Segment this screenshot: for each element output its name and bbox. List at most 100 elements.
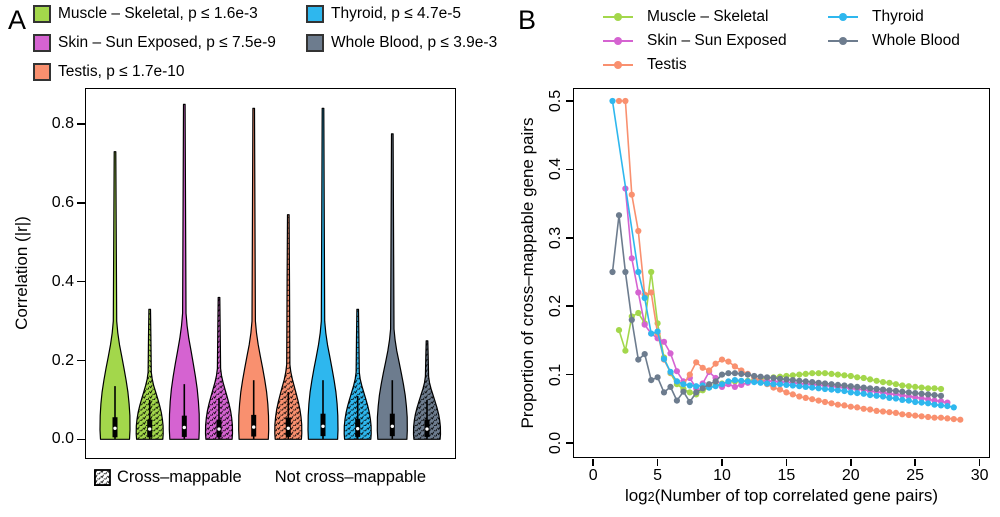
data-point [847,372,854,380]
data-point [648,330,655,337]
data-point [712,378,719,385]
data-point [706,381,713,388]
data-point [879,393,887,400]
y-tick [565,100,573,102]
tissue-legend-swatch [306,5,324,23]
data-point [809,379,816,386]
data-point [886,394,893,401]
data-point [770,374,777,382]
data-point [660,355,668,362]
data-point [944,403,951,410]
data-point [854,404,861,411]
data-point [796,383,803,390]
y-tick [77,438,85,441]
data-point [667,368,674,375]
data-point [744,371,751,378]
data-point [892,395,899,402]
series-legend-marker [828,37,858,45]
data-point [622,268,629,276]
data-point [615,97,623,105]
violin-cross-mappable [238,107,270,440]
data-point [899,396,906,403]
violin-median-dot [356,426,360,431]
data-point [867,385,874,392]
data-point [886,379,893,386]
data-point [937,402,945,409]
data-point [867,392,874,399]
x-axis-title-rest: (Number of top correlated gene pairs) [654,486,939,505]
y-tick-label: 0.8 [51,115,74,133]
data-point [673,378,680,385]
data-point [925,391,932,398]
data-point [821,398,829,406]
violin-cross-mappable [307,107,339,440]
violin-cross-mappable [99,151,131,440]
x-tick-label: 20 [841,467,860,484]
x-tick-label: 30 [970,467,989,484]
data-point [867,376,874,383]
tissue-legend-swatch [33,63,51,81]
data-point [937,385,945,393]
data-point [764,380,771,387]
y-tick [77,280,85,283]
data-point [686,382,693,389]
series-legend-label: Thyroid [872,8,924,25]
data-point [925,385,932,392]
data-point [667,383,674,390]
panel-b-y-axis-title: Proportion of cross–mappable gene pairs [518,117,537,429]
series-legend-label: Testis [647,56,687,73]
data-point [622,347,629,354]
data-point [789,382,796,389]
data-point [635,309,642,317]
data-point [879,379,887,386]
series-legend-item: Whole Blood [828,32,960,50]
data-point [712,383,719,390]
y-tick-label: 0.0 [51,430,74,448]
panel-b-line-chart [609,97,964,423]
tissue-legend-swatch [33,34,51,52]
violin-not-cross-mappable [343,308,372,440]
violin-cross-mappable [376,133,408,440]
violin-not-cross-mappable [204,296,234,440]
data-point [867,406,874,413]
violin-median-dot [113,426,117,430]
tissue-legend-label: Whole Blood, p ≤ 3.9e-3 [331,34,498,51]
x-axis-title-prefix: log [624,486,648,505]
data-point [873,385,880,393]
data-point [931,385,938,392]
data-point [847,389,854,396]
data-point [693,389,700,396]
legend-item: Whole Blood, p ≤ 3.9e-3 [306,34,497,52]
data-point [809,384,816,391]
data-point [821,380,829,387]
data-point [821,370,829,377]
data-point [628,316,635,323]
violin-not-cross-mappable [274,214,303,440]
y-tick [77,123,85,125]
series-legend-item: Skin – Sun Exposed [603,32,787,50]
data-point [757,373,764,380]
data-point [776,381,784,388]
data-point [834,371,841,378]
panel-b-x-axis-title: log 2 (Number of top correlated gene pairs… [573,486,990,506]
violin-median-dot [182,425,186,430]
violin-median-dot [321,424,325,428]
data-point [918,399,925,406]
y-tick-label: 0.1 [547,363,564,386]
data-point [802,394,809,401]
cross-mappable-label: Cross–mappable [117,468,242,486]
data-point [815,379,822,386]
y-tick [565,237,573,239]
panel-a-y-axis-title: Correlation (|r|) [12,216,31,330]
data-point [751,372,758,380]
data-point [725,370,732,377]
data-point [892,381,899,388]
data-point [725,358,732,365]
panel-b-label: B [518,5,537,35]
data-point [731,370,738,377]
tissue-legend-label: Testis, p ≤ 1.7e-10 [58,63,185,80]
data-point [918,390,925,397]
data-point [937,392,945,399]
data-point [931,401,938,408]
